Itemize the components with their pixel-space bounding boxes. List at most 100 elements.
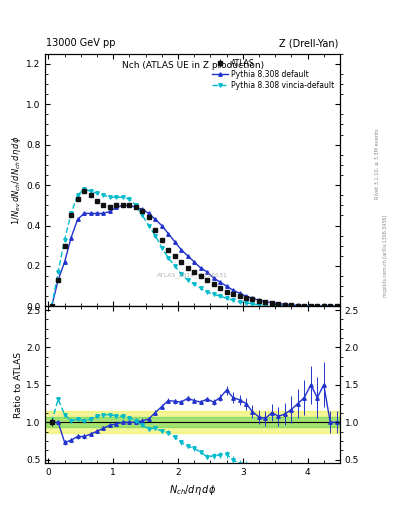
Pythia 8.308 default <box>95 210 99 217</box>
Pythia 8.308 default <box>69 234 73 241</box>
Pythia 8.308 vincia-default <box>153 232 158 239</box>
X-axis label: $N_{ch}/d\eta\,d\phi$: $N_{ch}/d\eta\,d\phi$ <box>169 483 216 497</box>
Pythia 8.308 default <box>114 204 119 210</box>
Pythia 8.308 vincia-default <box>56 269 61 275</box>
Text: Z (Drell-Yan): Z (Drell-Yan) <box>279 38 339 48</box>
Pythia 8.308 vincia-default <box>198 285 203 291</box>
Pythia 8.308 default <box>82 210 86 217</box>
Pythia 8.308 vincia-default <box>276 303 281 309</box>
Pythia 8.308 default <box>192 259 196 265</box>
Pythia 8.308 vincia-default <box>82 186 86 192</box>
Pythia 8.308 default <box>302 303 307 309</box>
Pythia 8.308 vincia-default <box>270 303 274 309</box>
Pythia 8.308 default <box>289 302 294 308</box>
Pythia 8.308 default <box>127 202 132 208</box>
Pythia 8.308 default <box>147 210 151 217</box>
Pythia 8.308 vincia-default <box>309 303 313 309</box>
Pythia 8.308 default <box>224 283 229 289</box>
Pythia 8.308 vincia-default <box>218 293 222 300</box>
Pythia 8.308 default <box>231 287 235 293</box>
Pythia 8.308 default <box>108 208 112 215</box>
Pythia 8.308 default <box>250 295 255 302</box>
Text: ATLAS_2019_I1736531: ATLAS_2019_I1736531 <box>157 272 228 278</box>
Pythia 8.308 vincia-default <box>315 303 320 309</box>
Pythia 8.308 default <box>101 210 106 217</box>
Pythia 8.308 vincia-default <box>257 302 261 308</box>
Y-axis label: Ratio to ATLAS: Ratio to ATLAS <box>14 352 23 418</box>
Pythia 8.308 default <box>309 303 313 309</box>
Pythia 8.308 default <box>296 302 300 308</box>
Pythia 8.308 default <box>237 290 242 296</box>
Pythia 8.308 default <box>56 277 61 283</box>
Pythia 8.308 vincia-default <box>185 277 190 283</box>
Pythia 8.308 default <box>270 300 274 306</box>
Pythia 8.308 default <box>205 269 209 275</box>
Pythia 8.308 vincia-default <box>49 303 54 309</box>
Pythia 8.308 default <box>185 253 190 259</box>
Text: Nch (ATLAS UE in Z production): Nch (ATLAS UE in Z production) <box>121 61 264 70</box>
Pythia 8.308 default <box>140 206 145 212</box>
Pythia 8.308 default <box>173 239 177 245</box>
Pythia 8.308 default <box>257 297 261 303</box>
Pythia 8.308 vincia-default <box>334 303 339 309</box>
Pythia 8.308 vincia-default <box>289 303 294 309</box>
Pythia 8.308 default <box>263 298 268 305</box>
Line: Pythia 8.308 default: Pythia 8.308 default <box>50 204 338 308</box>
Pythia 8.308 default <box>334 303 339 309</box>
Pythia 8.308 vincia-default <box>127 196 132 202</box>
Pythia 8.308 vincia-default <box>147 222 151 228</box>
Pythia 8.308 vincia-default <box>160 245 164 251</box>
Pythia 8.308 vincia-default <box>302 303 307 309</box>
Line: Pythia 8.308 vincia-default: Pythia 8.308 vincia-default <box>50 187 338 308</box>
Pythia 8.308 vincia-default <box>121 194 125 200</box>
Pythia 8.308 default <box>121 202 125 208</box>
Pythia 8.308 vincia-default <box>263 302 268 308</box>
Pythia 8.308 vincia-default <box>75 192 80 198</box>
Pythia 8.308 vincia-default <box>101 192 106 198</box>
Pythia 8.308 vincia-default <box>250 301 255 307</box>
Pythia 8.308 default <box>160 222 164 228</box>
Pythia 8.308 vincia-default <box>244 300 248 306</box>
Pythia 8.308 default <box>62 259 67 265</box>
Pythia 8.308 vincia-default <box>166 255 171 261</box>
Pythia 8.308 default <box>49 303 54 309</box>
Pythia 8.308 default <box>283 301 287 307</box>
Pythia 8.308 default <box>134 204 138 210</box>
Pythia 8.308 vincia-default <box>62 237 67 243</box>
Pythia 8.308 vincia-default <box>140 212 145 219</box>
Pythia 8.308 vincia-default <box>69 210 73 217</box>
Pythia 8.308 vincia-default <box>231 297 235 303</box>
Pythia 8.308 vincia-default <box>224 295 229 302</box>
Pythia 8.308 default <box>315 303 320 309</box>
Pythia 8.308 vincia-default <box>179 271 184 277</box>
Pythia 8.308 vincia-default <box>283 303 287 309</box>
Pythia 8.308 default <box>321 303 326 309</box>
Pythia 8.308 default <box>211 275 216 281</box>
Pythia 8.308 vincia-default <box>296 303 300 309</box>
Pythia 8.308 default <box>218 279 222 285</box>
Pythia 8.308 default <box>166 230 171 237</box>
Text: 13000 GeV pp: 13000 GeV pp <box>46 38 116 48</box>
Pythia 8.308 default <box>328 303 332 309</box>
Pythia 8.308 vincia-default <box>328 303 332 309</box>
Pythia 8.308 default <box>75 217 80 223</box>
Pythia 8.308 vincia-default <box>134 202 138 208</box>
Pythia 8.308 default <box>244 293 248 300</box>
Bar <box>45 411 340 434</box>
Pythia 8.308 vincia-default <box>114 194 119 200</box>
Pythia 8.308 vincia-default <box>173 263 177 269</box>
Pythia 8.308 vincia-default <box>205 289 209 295</box>
Pythia 8.308 vincia-default <box>108 194 112 200</box>
Legend: ATLAS, Pythia 8.308 default, Pythia 8.308 vincia-default: ATLAS, Pythia 8.308 default, Pythia 8.30… <box>211 57 336 92</box>
Pythia 8.308 vincia-default <box>95 190 99 196</box>
Pythia 8.308 vincia-default <box>88 188 93 194</box>
Pythia 8.308 default <box>276 301 281 307</box>
Text: mcplots.cern.ch [arXiv:1306.3436]: mcplots.cern.ch [arXiv:1306.3436] <box>383 215 387 297</box>
Pythia 8.308 default <box>88 210 93 217</box>
Text: Rivet 3.1.10, ≥ 3.3M events: Rivet 3.1.10, ≥ 3.3M events <box>375 129 380 199</box>
Pythia 8.308 default <box>198 265 203 271</box>
Pythia 8.308 vincia-default <box>237 299 242 305</box>
Bar <box>45 417 340 428</box>
Y-axis label: $1/N_{ev}\,dN_{ch}/dN_{ch}\,d\eta\,d\phi$: $1/N_{ev}\,dN_{ch}/dN_{ch}\,d\eta\,d\phi… <box>10 135 23 225</box>
Pythia 8.308 vincia-default <box>211 291 216 297</box>
